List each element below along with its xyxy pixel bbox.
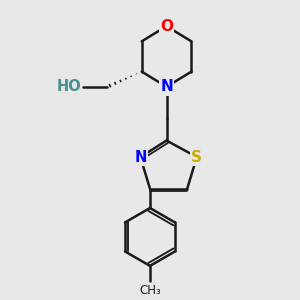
Text: O: O [160,19,173,34]
Text: N: N [134,150,146,165]
Text: HO: HO [56,79,81,94]
Text: N: N [160,79,173,94]
Text: CH₃: CH₃ [139,284,161,297]
Text: S: S [191,150,202,165]
